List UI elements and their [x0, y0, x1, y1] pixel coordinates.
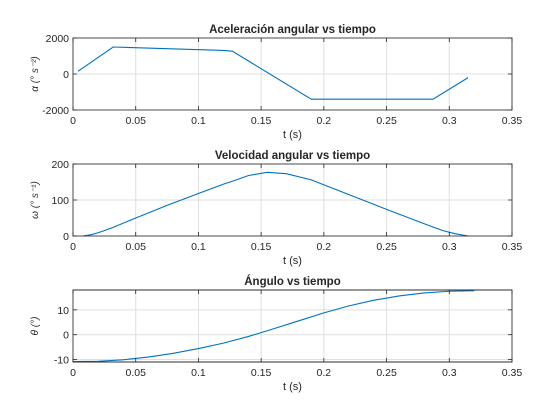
y-axis-label: α (° s⁻²): [30, 56, 41, 92]
y-tick-label: 200: [51, 159, 69, 171]
x-tick-label: 0.15: [251, 115, 272, 127]
chart-title: Velocidad angular vs tiempo: [215, 150, 370, 162]
x-tick-label: 0.25: [376, 115, 397, 127]
x-tick-label: 0.2: [317, 115, 332, 127]
y-tick-label: -2000: [42, 105, 69, 117]
x-tick-label: 0.25: [376, 367, 397, 379]
subplot-2: 0 0.05 0.1 0.15 0.2 0.25 0.3 0.35 0 100 200 Velocid…: [30, 150, 522, 267]
x-tick-label: 0: [70, 241, 76, 253]
x-tick-label: 0.3: [442, 241, 457, 253]
x-axis-label: t (s): [283, 381, 302, 393]
chart-title: Ángulo vs tiempo: [244, 275, 340, 288]
plot-area: [73, 290, 512, 362]
x-tick-label: 0.05: [125, 241, 146, 253]
subplot-1: 0 0.05 0.1 0.15 0.2 0.25 0.3 0.35-200002000Acel…: [30, 24, 522, 141]
x-tick-label: 0.2: [317, 367, 332, 379]
x-tick-label: 0: [70, 367, 76, 379]
y-axis-label: θ (°): [30, 317, 41, 336]
x-tick-label: 0.1: [191, 241, 206, 253]
x-tick-label: 0.2: [317, 241, 332, 253]
x-tick-label: 0.1: [191, 115, 206, 127]
x-tick-label: 0.15: [251, 367, 272, 379]
x-tick-label: 0.3: [442, 367, 457, 379]
y-tick-label: 0: [63, 69, 69, 81]
y-tick-label: 100: [51, 195, 69, 207]
y-axis-label: ω (° s⁻¹): [30, 181, 41, 219]
chart-title: Aceleración angular vs tiempo: [209, 24, 376, 36]
x-tick-label: 0.35: [502, 241, 523, 253]
x-tick-label: 0.35: [502, 115, 523, 127]
x-axis-label: t (s): [283, 129, 302, 141]
x-tick-label: 0.05: [125, 367, 146, 379]
y-tick-label: 0: [63, 231, 69, 243]
x-tick-label: 0.3: [442, 115, 457, 127]
x-tick-label: 0.25: [376, 241, 397, 253]
y-tick-label: 10: [57, 305, 69, 317]
x-tick-label: 0.35: [502, 367, 523, 379]
x-axis-label: t (s): [283, 255, 302, 267]
y-tick-label: -10: [54, 355, 69, 367]
x-tick-label: 0.1: [191, 367, 206, 379]
y-tick-label: 0: [63, 330, 69, 342]
y-tick-label: 2000: [46, 33, 70, 45]
x-tick-label: 0.05: [125, 115, 146, 127]
x-tick-label: 0.15: [251, 241, 272, 253]
x-tick-label: 0: [70, 115, 76, 127]
